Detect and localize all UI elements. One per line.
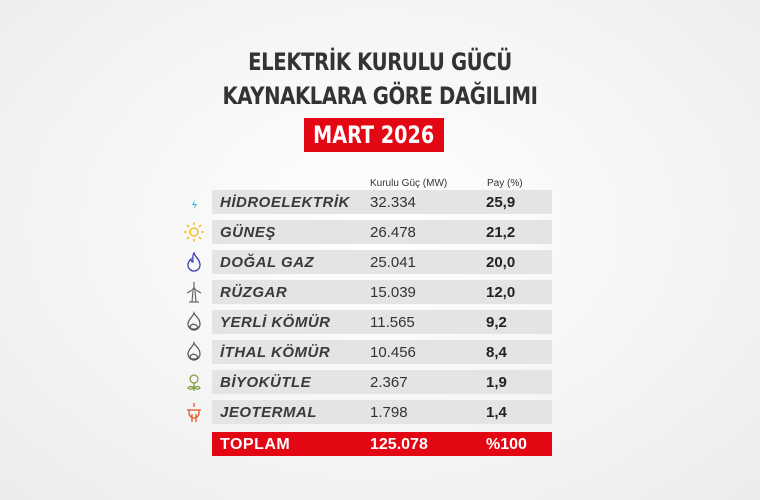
- total-capacity: 125.078: [370, 436, 428, 453]
- table-row: İTHAL KÖMÜR 10.456 8,4: [212, 340, 552, 364]
- source-name: RÜZGAR: [220, 284, 288, 301]
- capacity-value: 2.367: [370, 374, 408, 391]
- share-value: 8,4: [486, 344, 507, 361]
- capacity-value: 15.039: [370, 284, 416, 301]
- title-line-2: KAYNAKLARA GÖRE DAĞILIMI: [222, 82, 538, 110]
- coal-icon: [183, 310, 205, 333]
- source-name: HİDROELEKTRİK: [220, 194, 350, 211]
- capacity-value: 11.565: [370, 314, 415, 331]
- header-share: Pay (%): [487, 178, 523, 189]
- total-share: %100: [486, 436, 527, 453]
- period-badge: MART 2026: [304, 118, 444, 152]
- table-row: JEOTERMAL 1.798 1,4: [212, 400, 552, 424]
- water-drop-bolt-icon: [183, 191, 205, 213]
- share-value: 9,2: [486, 314, 507, 331]
- capacity-value: 10.456: [370, 344, 416, 361]
- table-row: RÜZGAR 15.039 12,0: [212, 280, 552, 304]
- total-label: TOPLAM: [220, 436, 291, 453]
- source-name: JEOTERMAL: [220, 404, 318, 421]
- table-row: BİYOKÜTLE 2.367 1,9: [212, 370, 552, 394]
- capacity-value: 1.798: [370, 404, 408, 421]
- period-label: MART 2026: [313, 121, 435, 149]
- title-line-1: ELEKTRİK KURULU GÜCÜ: [248, 48, 512, 76]
- source-name: YERLİ KÖMÜR: [220, 314, 331, 331]
- share-value: 12,0: [486, 284, 516, 301]
- source-name: İTHAL KÖMÜR: [220, 344, 331, 361]
- geothermal-icon: [183, 401, 205, 423]
- total-row: TOPLAM 125.078 %100: [212, 432, 552, 456]
- table-row: YERLİ KÖMÜR 11.565 9,2: [212, 310, 552, 334]
- capacity-value: 25.041: [370, 254, 416, 271]
- source-name: BİYOKÜTLE: [220, 374, 312, 391]
- source-name: GÜNEŞ: [220, 224, 276, 241]
- wind-turbine-icon: [183, 281, 205, 303]
- share-value: 25,9: [486, 194, 516, 211]
- header-capacity: Kurulu Güç (MW): [370, 178, 448, 189]
- biomass-bulb-icon: [183, 371, 205, 393]
- flame-icon: [183, 251, 205, 273]
- source-name: DOĞAL GAZ: [220, 254, 315, 271]
- table-row: HİDROELEKTRİK 32.334 25,9: [212, 190, 552, 214]
- capacity-value: 26.478: [370, 224, 416, 241]
- share-value: 21,2: [486, 224, 516, 241]
- share-value: 1,4: [486, 404, 507, 421]
- capacity-value: 32.334: [370, 194, 416, 211]
- share-value: 20,0: [486, 254, 516, 271]
- sun-icon: [183, 221, 205, 243]
- coal-icon: [183, 340, 205, 363]
- table-row: GÜNEŞ 26.478 21,2: [212, 220, 552, 244]
- table-row: DOĞAL GAZ 25.041 20,0: [212, 250, 552, 274]
- share-value: 1,9: [486, 374, 507, 391]
